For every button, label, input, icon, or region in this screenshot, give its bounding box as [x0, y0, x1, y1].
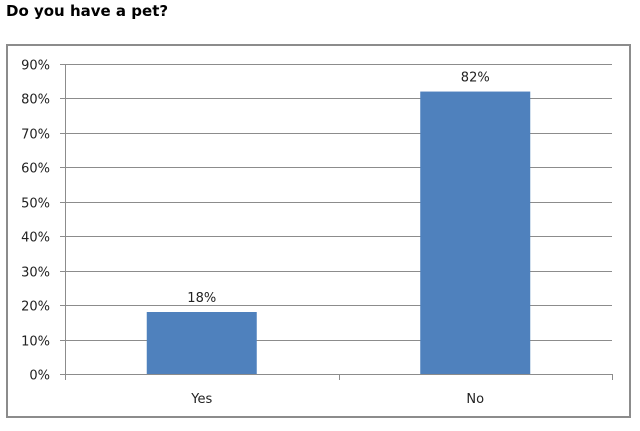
y-tick-label: 20% — [21, 300, 50, 315]
y-tick-label: 40% — [21, 231, 50, 246]
y-tick-label: 90% — [21, 59, 50, 74]
data-label: 18% — [187, 291, 216, 306]
data-label: 82% — [461, 71, 490, 86]
x-category-label: No — [466, 392, 484, 407]
bar-yes — [146, 312, 257, 374]
bar-no — [420, 91, 531, 375]
chart-title: Do you have a pet? — [6, 2, 169, 20]
y-tick-label: 10% — [21, 335, 50, 350]
y-tick-label: 60% — [21, 162, 50, 177]
y-tick-label: 80% — [21, 93, 50, 108]
y-tick-label: 30% — [21, 266, 50, 281]
y-tick-label: 50% — [21, 197, 50, 212]
y-tick-label: 0% — [29, 369, 50, 384]
y-tick-label: 70% — [21, 128, 50, 143]
x-category-label: Yes — [190, 392, 212, 407]
